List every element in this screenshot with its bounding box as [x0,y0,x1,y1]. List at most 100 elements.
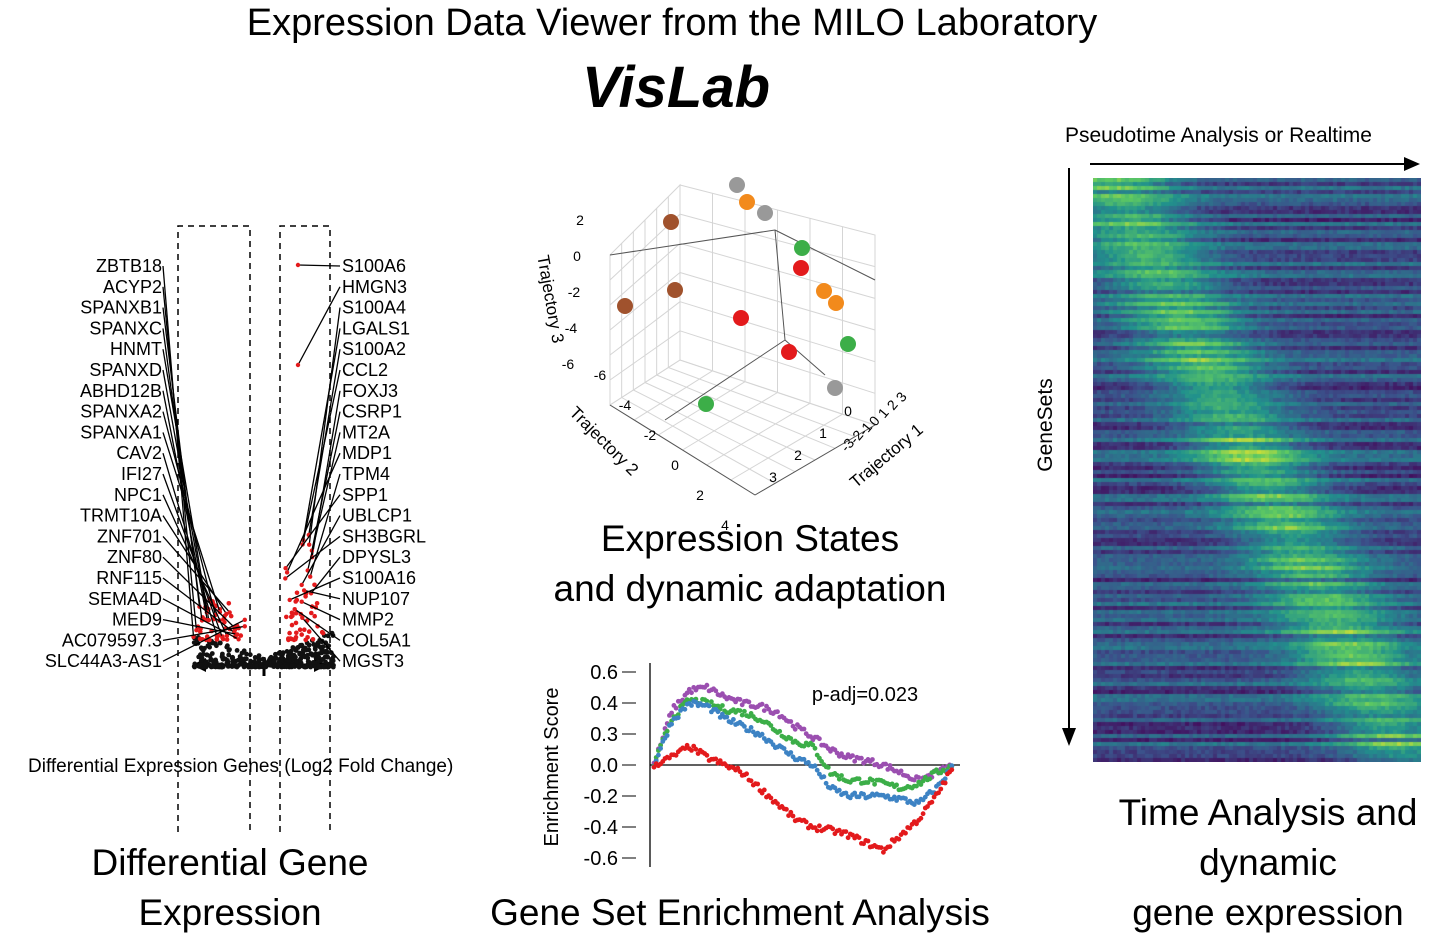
enrichment-point [843,829,849,834]
trajectory2-tick: -6 [594,367,607,383]
label-leader-line [162,535,231,613]
enrichment-point [737,697,743,702]
enrichment-point [887,763,893,768]
trajectory-point-orange [816,283,832,299]
enrichment-point [806,760,811,765]
gene-point [289,663,295,668]
labeled-gene-point [287,597,292,603]
down-gene-label: ACYP2 [103,277,162,297]
enrichment-point [814,828,820,834]
pseudotime-arrowhead-icon [1404,157,1420,171]
enrichment-point [682,706,688,712]
significant-gene-point [238,633,244,638]
enrichment-point [925,804,930,809]
enrichment-point [859,755,864,761]
gene-point [315,655,321,661]
significant-gene-point [306,629,312,634]
enrichment-point [814,767,820,773]
down-gene-label: MED9 [112,610,162,630]
enrichment-point [830,826,836,832]
labeled-gene-point [300,615,305,620]
enrichment-point [938,786,944,792]
gene-point [262,664,268,670]
down-gene-label: SPANXC [89,318,162,338]
significant-gene-point [309,610,314,616]
gene-point [299,651,305,657]
gene-point [280,664,285,669]
genesets-arrowhead-icon [1062,728,1076,746]
gene-point [274,662,280,667]
gene-point [231,661,237,666]
gene-point [225,643,230,649]
labeled-gene-point [224,611,229,617]
enrichment-point [865,780,871,785]
enrichment-point [942,776,948,782]
trajectory2-tick: -4 [619,397,632,413]
enrichment-point [788,719,794,724]
enrichment-point [656,752,661,758]
significant-gene-point [299,632,305,637]
enrichment-point [931,794,937,800]
up-gene-label: TPM4 [342,464,390,484]
enrichment-point [949,763,955,768]
labeled-gene-point [301,588,307,593]
enrichment-point [768,795,774,801]
significant-gene-point [293,610,299,616]
label-leader-line [162,619,246,662]
enrichment-point [748,778,754,784]
enrichment-point [881,849,886,855]
enrichment-point [949,767,955,773]
grid-line [679,330,876,394]
trajectory-point-orange [828,295,844,311]
significant-gene-point [312,582,317,588]
grid-line [609,330,681,381]
enrichment-point [788,750,794,755]
enrichment-point [856,835,862,840]
caption-line: Expression States [600,518,900,559]
significant-gene-point [303,637,309,643]
enrichment-point [715,709,721,715]
gene-point [225,658,230,663]
label-leader-line [285,494,341,569]
labeled-gene-point [295,262,301,268]
label-leader-line [162,286,198,631]
gene-point [328,650,334,656]
label-leader-line [301,601,341,621]
labeled-gene-point [299,599,304,604]
enrichment-point [742,708,747,714]
enrichment-point [775,801,780,806]
enrichment-point [823,780,829,786]
enrichment-point [852,790,858,796]
up-gene-label: MDP1 [342,443,392,463]
gene-point [207,653,213,659]
significant-gene-point [226,601,232,606]
enrichment-point [788,809,794,815]
significant-gene-point [284,614,289,620]
gene-point [316,651,321,657]
down-gene-label: SPANXA1 [80,422,162,442]
trajectory-point-red [781,344,797,360]
enrichment-point [658,746,663,751]
enrichment-point [669,710,674,716]
axis-line [774,229,786,341]
significant-gene-point [293,637,298,642]
labeled-gene-point [283,576,288,581]
significant-gene-point [302,627,307,632]
gsea-y-tick: 0.3 [590,724,618,746]
down-gene-label: ZBTB18 [96,256,162,276]
trajectory1-front-tick: 1 [819,425,827,441]
enrichment-point [852,758,858,764]
enrichment-point [870,777,875,783]
labeled-gene-point [242,617,247,622]
grid-line [644,382,816,461]
significant-gene-point [312,613,318,619]
enrichment-point [737,708,743,713]
down-gene-label: IFI27 [121,464,162,484]
labeled-gene-point [236,637,241,642]
enrichment-point [664,728,670,734]
axis-line [774,229,876,281]
up-gene-label: LGALS1 [342,318,410,338]
gene-point [312,645,318,651]
up-threshold-box [279,225,331,832]
trajectory-point-orange [739,194,755,210]
